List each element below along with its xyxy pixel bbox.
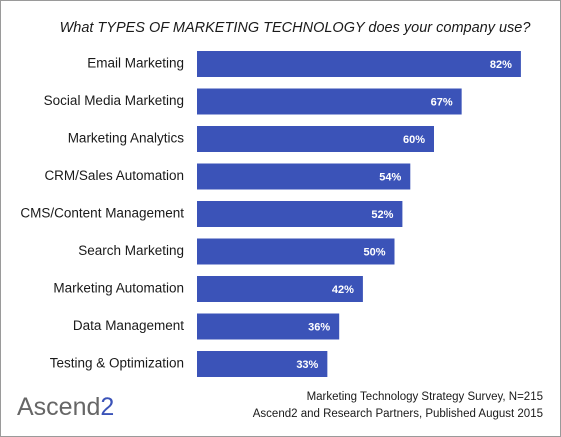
- logo: Ascend2: [17, 393, 114, 421]
- bar: [197, 201, 403, 227]
- source-line: Ascend2 and Research Partners, Published…: [253, 408, 543, 420]
- value-label: 52%: [371, 209, 393, 221]
- logo-mark: 2: [100, 393, 114, 421]
- category-label: Data Management: [73, 318, 184, 333]
- category-label: Marketing Analytics: [68, 131, 185, 146]
- bar: [197, 351, 328, 377]
- value-label: 50%: [363, 246, 385, 258]
- value-label: 36%: [308, 321, 330, 333]
- value-label: 67%: [431, 96, 453, 108]
- value-label: 54%: [379, 171, 401, 183]
- bar: [197, 238, 395, 265]
- category-label: Testing & Optimization: [50, 356, 184, 371]
- category-label: CMS/Content Management: [20, 206, 184, 221]
- value-label: 82%: [490, 59, 512, 71]
- category-label: Email Marketing: [87, 56, 184, 71]
- value-label: 33%: [296, 359, 318, 371]
- bar: [197, 51, 521, 77]
- bar: [197, 126, 434, 152]
- source-line: Marketing Technology Strategy Survey, N=…: [307, 391, 543, 403]
- bar: [197, 276, 363, 302]
- value-label: 60%: [403, 134, 425, 146]
- value-label: 42%: [332, 284, 354, 296]
- category-label: CRM/Sales Automation: [44, 168, 184, 183]
- bar: [197, 313, 340, 340]
- category-label: Search Marketing: [78, 243, 184, 258]
- bar: [197, 163, 411, 190]
- bar: [197, 88, 462, 115]
- category-label: Social Media Marketing: [44, 93, 184, 108]
- category-label: Marketing Automation: [53, 281, 184, 296]
- chart-title: What TYPES OF MARKETING TECHNOLOGY does …: [60, 20, 532, 36]
- logo-word: Ascend: [17, 393, 100, 421]
